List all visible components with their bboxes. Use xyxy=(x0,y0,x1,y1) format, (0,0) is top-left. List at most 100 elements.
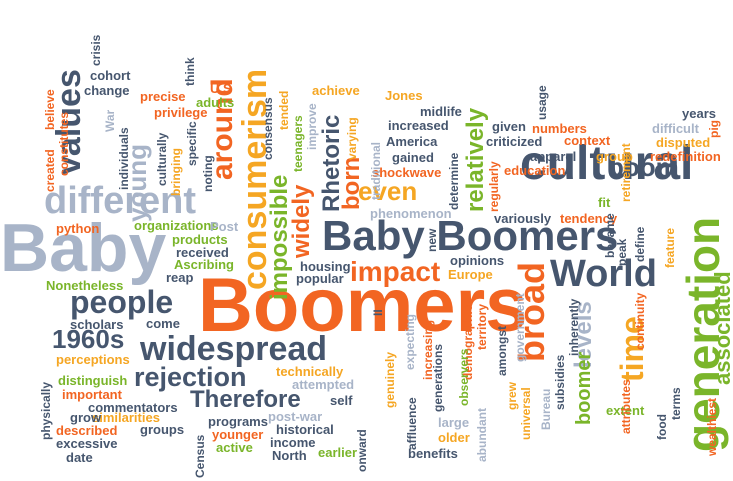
word: different xyxy=(44,180,196,222)
word: historical xyxy=(276,422,334,437)
word: younger xyxy=(212,427,264,442)
word: specific xyxy=(185,121,199,166)
word: U.S xyxy=(210,81,232,96)
word: scholars xyxy=(70,317,124,332)
word: created xyxy=(43,149,57,192)
word: universal xyxy=(519,387,533,440)
word: government xyxy=(513,293,527,362)
word: criticized xyxy=(486,134,543,149)
word: War xyxy=(103,109,117,132)
word: II xyxy=(371,309,385,316)
word: active xyxy=(216,440,253,455)
word: attributes xyxy=(619,379,633,434)
word: Boomers xyxy=(198,263,528,348)
word: post-war xyxy=(268,409,323,424)
word: important xyxy=(62,387,122,402)
word: Europe xyxy=(448,267,493,282)
word: define xyxy=(633,226,647,262)
word: constitutes xyxy=(57,111,71,176)
word: Post xyxy=(210,219,239,234)
word: believe xyxy=(43,89,57,130)
word: World xyxy=(550,253,657,295)
word: change xyxy=(84,83,130,98)
word: housing xyxy=(300,259,351,274)
word: boomer xyxy=(573,351,595,425)
word: inherently xyxy=(567,298,581,356)
word: reap xyxy=(166,270,194,285)
word: commentators xyxy=(88,400,178,415)
word: boom xyxy=(608,152,679,182)
word: widespread xyxy=(140,330,328,368)
word: widely xyxy=(288,184,315,258)
word: gained xyxy=(392,150,434,165)
word: similarities xyxy=(92,410,160,425)
word: large xyxy=(438,415,470,430)
word: achieve xyxy=(312,83,360,98)
word: amongst xyxy=(495,325,509,376)
word: traditional xyxy=(369,141,383,200)
word: teenagers xyxy=(291,115,305,172)
word: adults xyxy=(196,95,235,110)
word: precise xyxy=(140,89,186,104)
word: disputed xyxy=(656,135,711,150)
word: onward xyxy=(355,429,369,472)
word: fit xyxy=(598,195,611,210)
word: distinguish xyxy=(58,373,128,388)
word: Rhetoric xyxy=(318,114,345,212)
word: individuals xyxy=(117,127,131,190)
word: Jones xyxy=(385,88,423,103)
word: impossible xyxy=(266,174,293,300)
word: technically xyxy=(276,364,344,379)
word: Census xyxy=(193,434,207,478)
word: North xyxy=(272,448,307,463)
word: python xyxy=(56,221,100,236)
word: usage xyxy=(535,85,549,120)
word: food xyxy=(655,414,669,440)
word: cohort xyxy=(90,68,131,83)
word: apparel xyxy=(530,149,577,164)
word: excessive xyxy=(56,436,118,451)
word: given xyxy=(492,119,526,134)
word: products xyxy=(172,232,228,247)
word: attempted xyxy=(292,377,355,392)
word: received xyxy=(176,245,229,260)
word: relatively xyxy=(462,107,489,212)
word: grew xyxy=(505,381,519,410)
word: even xyxy=(358,176,418,206)
word: pig xyxy=(707,120,721,138)
word: continuity xyxy=(633,292,647,350)
word: retirement xyxy=(619,143,633,202)
word: numbers xyxy=(532,121,587,136)
word: territory xyxy=(475,303,489,350)
word: years xyxy=(682,106,716,121)
word: rejection xyxy=(134,362,247,392)
word: popular xyxy=(296,271,344,286)
word: 1960s xyxy=(52,324,125,354)
word: determine xyxy=(447,152,461,210)
word: date xyxy=(66,450,93,465)
word: new xyxy=(425,228,439,252)
word: income xyxy=(270,435,316,450)
word: extent xyxy=(606,403,645,418)
word: Baby xyxy=(0,210,167,286)
word: Bureau xyxy=(539,388,553,430)
word: redefinition xyxy=(650,149,721,164)
word: increased xyxy=(388,118,449,133)
word: Ascribing xyxy=(174,257,234,272)
word: organizations xyxy=(134,218,219,233)
word: shockwave xyxy=(372,165,442,180)
word: terms xyxy=(669,387,683,420)
word: opinions xyxy=(450,253,505,268)
word: programs xyxy=(208,414,268,429)
word: Baby Boomers xyxy=(322,212,619,259)
word: affluence xyxy=(405,397,419,450)
word: benefits xyxy=(408,446,458,461)
word: increasing xyxy=(421,319,435,380)
word: regularly xyxy=(487,161,501,212)
word: come xyxy=(146,316,180,331)
word: feature xyxy=(663,227,677,268)
word: variously xyxy=(494,211,552,226)
word: midlife xyxy=(420,104,462,119)
word: impact xyxy=(350,256,441,287)
